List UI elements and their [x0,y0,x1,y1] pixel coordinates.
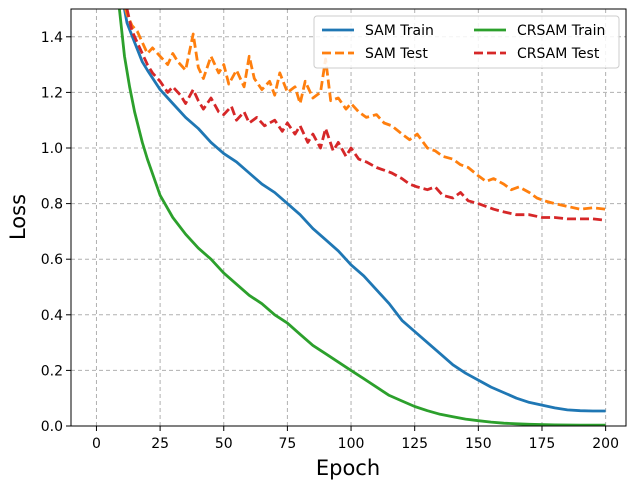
x-tick-label: 75 [278,436,296,452]
y-tick-label: 0.8 [41,197,63,213]
x-axis-label: Epoch [316,456,380,480]
x-tick-label: 200 [592,436,619,452]
y-tick-label: 1.2 [41,85,63,101]
legend-label: CRSAM Train [517,23,605,39]
y-tick-label: 1.4 [41,30,63,46]
legend-label: SAM Train [365,23,434,39]
y-axis-label: Loss [6,194,30,240]
y-axis-ticks: 0.0 0.2 0.4 0.6 0.8 1.0 1.2 1.4 [41,30,71,435]
x-tick-label: 175 [529,436,556,452]
legend-label: SAM Test [365,46,428,62]
series-line-crsam-test [125,9,606,222]
series-line-crsam-train [117,9,606,426]
y-tick-label: 0.4 [41,308,63,324]
x-tick-label: 100 [338,436,365,452]
series-layer [117,9,606,426]
legend: SAM Train SAM Test CRSAM Train CRSAM Test [313,15,620,69]
x-tick-label: 25 [151,436,169,452]
x-tick-label: 0 [92,436,101,452]
x-tick-label: 150 [465,436,492,452]
x-tick-label: 50 [215,436,233,452]
y-tick-label: 0.6 [41,252,63,268]
series-line-sam-train [123,9,606,413]
y-tick-label: 0.2 [41,363,63,379]
plot-frame [70,8,627,427]
legend-box [313,15,620,69]
series-line-sam-test [124,9,606,211]
y-tick-label: 0.0 [41,419,63,435]
y-tick-label: 1.0 [41,141,63,157]
x-tick-label: 125 [401,436,428,452]
x-axis-ticks: 0 25 50 75 100 125 150 175 200 [92,426,619,452]
legend-label: CRSAM Test [517,46,600,62]
